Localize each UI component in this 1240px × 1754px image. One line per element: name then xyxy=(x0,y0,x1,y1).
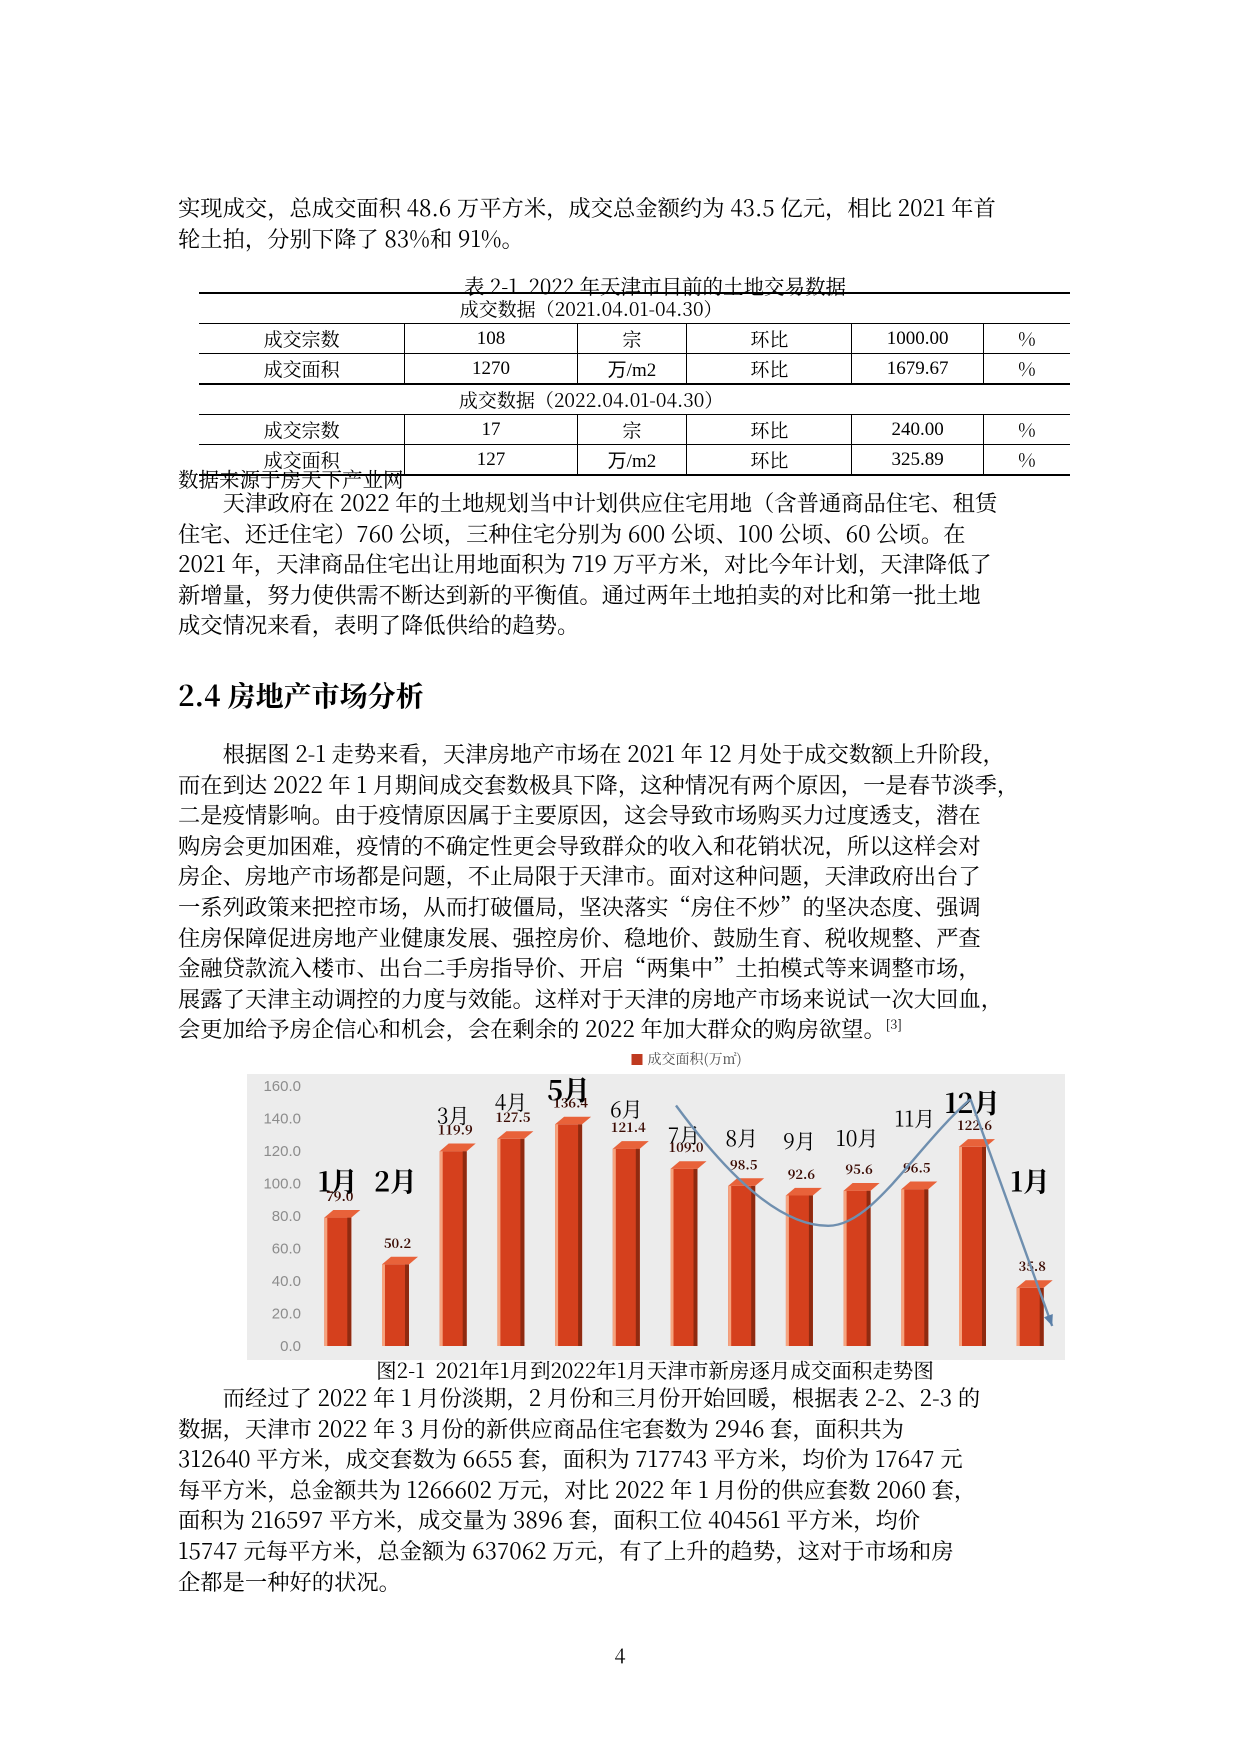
svg-text:0.0: 0.0 xyxy=(280,1338,301,1355)
svg-text:2月: 2月 xyxy=(374,1161,417,1200)
svg-text:140.0: 140.0 xyxy=(263,1111,301,1128)
svg-text:92.6: 92.6 xyxy=(788,1164,816,1183)
svg-text:1月: 1月 xyxy=(1010,1161,1050,1200)
svg-text:7月: 7月 xyxy=(668,1120,701,1150)
svg-text:9月: 9月 xyxy=(783,1126,816,1156)
svg-text:4月: 4月 xyxy=(495,1087,528,1117)
svg-text:11月: 11月 xyxy=(894,1104,935,1134)
svg-text:1月: 1月 xyxy=(318,1161,358,1200)
svg-text:3月: 3月 xyxy=(437,1100,470,1130)
svg-text:10月: 10月 xyxy=(836,1123,879,1153)
svg-text:50.2: 50.2 xyxy=(384,1233,412,1252)
svg-text:60.0: 60.0 xyxy=(272,1241,301,1258)
svg-text:8月: 8月 xyxy=(725,1123,758,1153)
svg-text:6月: 6月 xyxy=(610,1094,643,1124)
svg-text:40.0: 40.0 xyxy=(272,1273,301,1290)
svg-text:80.0: 80.0 xyxy=(272,1208,301,1225)
svg-text:20.0: 20.0 xyxy=(272,1306,301,1323)
svg-text:95.6: 95.6 xyxy=(845,1159,873,1178)
svg-text:100.0: 100.0 xyxy=(263,1176,301,1193)
svg-text:5月: 5月 xyxy=(547,1069,590,1108)
svg-text:98.5: 98.5 xyxy=(730,1154,758,1173)
svg-text:成交面积(万㎡): 成交面积(万㎡) xyxy=(648,1049,742,1069)
svg-text:120.0: 120.0 xyxy=(263,1143,301,1160)
svg-text:160.0: 160.0 xyxy=(263,1078,301,1095)
